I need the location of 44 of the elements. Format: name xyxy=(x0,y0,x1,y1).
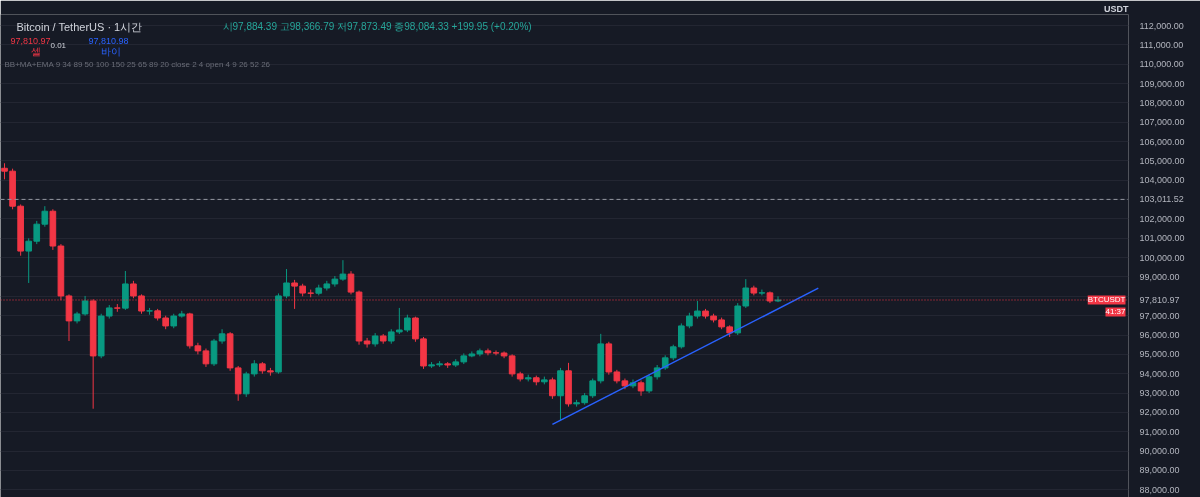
candlestick xyxy=(347,270,355,295)
y-tick-label: 96,000.00 xyxy=(1139,330,1180,341)
text: Bitcoin / TetherUS · 1시간 xyxy=(16,20,143,33)
annotation: 바이 xyxy=(100,46,121,57)
y-tick-label: 88,000.00 xyxy=(1139,484,1180,495)
ref-line-label: 103,011.52 xyxy=(1139,194,1184,205)
y-tick-label: 101,000.00 xyxy=(1139,233,1185,244)
candlestick xyxy=(33,220,41,245)
y-tick-label: 112,000.00 xyxy=(1139,20,1184,31)
y-tick-label: 109,000.00 xyxy=(1139,78,1185,89)
candlestick xyxy=(25,237,33,284)
ref-line-label: 97,810.97 xyxy=(1139,294,1180,305)
annotation: BTCUSDT xyxy=(1087,295,1126,305)
y-tick-label: 91,000.00 xyxy=(1139,426,1180,437)
y-tick-label: 92,000.00 xyxy=(1139,407,1180,418)
annotation: 셀 xyxy=(30,46,41,57)
y-tick-label: 105,000.00 xyxy=(1139,155,1185,166)
y-tick-label: 104,000.00 xyxy=(1139,175,1185,186)
annotation: 41:37 xyxy=(1105,307,1127,317)
candlestick xyxy=(210,338,218,367)
y-tick-label: 97,000.00 xyxy=(1139,310,1180,321)
y-tick-label: 110,000.00 xyxy=(1139,59,1184,70)
y-tick-label: 90,000.00 xyxy=(1139,446,1180,457)
y-tick-label: 107,000.00 xyxy=(1139,117,1185,128)
candlestick xyxy=(41,205,49,228)
annotation: 시97,884.39 고98,366.79 저97,873.49 종98,084.33 +199.95 (+0.20%) xyxy=(222,21,532,32)
y-tick-label: 108,000.00 xyxy=(1139,97,1185,108)
candlestick xyxy=(549,377,556,400)
candlestick xyxy=(492,349,500,356)
annotation: 0.01 xyxy=(50,41,67,50)
y-tick-label: 106,000.00 xyxy=(1139,136,1185,147)
text: USDT xyxy=(1104,3,1129,14)
y-tick-label: 102,000.00 xyxy=(1139,213,1185,224)
y-tick-label: 100,000.00 xyxy=(1139,252,1185,263)
y-tick-label: 99,000.00 xyxy=(1139,271,1180,282)
y-tick-label: 93,000.00 xyxy=(1139,388,1180,399)
annotation: 97,810.97 xyxy=(10,35,51,46)
y-tick-label: 89,000.00 xyxy=(1139,465,1180,476)
candlestick xyxy=(645,374,653,394)
annotation: 97,810.98 xyxy=(88,35,129,46)
y-tick-label: 111,000.00 xyxy=(1139,39,1184,50)
y-tick-label: 94,000.00 xyxy=(1139,368,1180,379)
y-tick-label: 95,000.00 xyxy=(1139,349,1180,360)
candlestick xyxy=(758,289,766,296)
